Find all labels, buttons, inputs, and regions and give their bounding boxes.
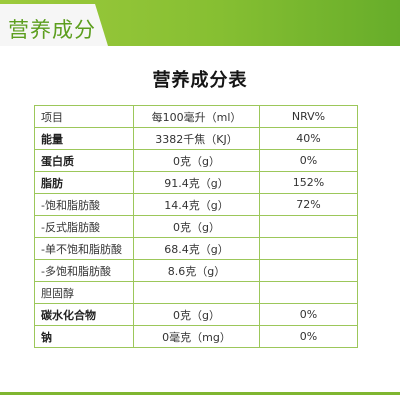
- table-row: -饱和脂肪酸 14.4克（g） 72%: [34, 193, 358, 216]
- row-name: 能量: [34, 127, 134, 150]
- table-header-row: 项目 每100毫升（ml） NRV%: [34, 105, 358, 128]
- row-nrv: 152%: [259, 171, 358, 194]
- row-name: 钠: [34, 325, 134, 348]
- column-header-nrv: NRV%: [259, 105, 358, 128]
- row-nrv: 0%: [259, 149, 358, 172]
- row-per-100ml: 0克（g）: [133, 149, 260, 172]
- row-nrv: 0%: [259, 325, 358, 348]
- row-per-100ml: [133, 281, 260, 304]
- column-header-per-100ml: 每100毫升（ml）: [133, 105, 260, 128]
- table-title: 营养成分表: [152, 70, 248, 91]
- header-tab: 营养成分: [0, 4, 108, 46]
- row-per-100ml: 0克（g）: [133, 215, 260, 238]
- row-nrv: [259, 237, 358, 260]
- row-name: -反式脂肪酸: [34, 215, 134, 238]
- row-per-100ml: 0毫克（mg）: [133, 325, 260, 348]
- footer-divider: [0, 392, 400, 395]
- row-name: 脂肪: [34, 171, 134, 194]
- table-row: 胆固醇: [34, 281, 358, 304]
- row-name: -多饱和脂肪酸: [34, 259, 134, 282]
- table-row: 能量 3382千焦（KJ） 40%: [34, 127, 358, 150]
- row-name: 碳水化合物: [34, 303, 134, 326]
- row-per-100ml: 3382千焦（KJ）: [133, 127, 260, 150]
- row-nrv: [259, 215, 358, 238]
- row-name: -单不饱和脂肪酸: [34, 237, 134, 260]
- table-row: -多饱和脂肪酸 8.6克（g）: [34, 259, 358, 282]
- row-per-100ml: 14.4克（g）: [133, 193, 260, 216]
- header-label: 营养成分: [8, 18, 96, 42]
- table-row: -反式脂肪酸 0克（g）: [34, 215, 358, 238]
- nutrition-table: 项目 每100毫升（ml） NRV% 能量 3382千焦（KJ） 40% 蛋白质…: [34, 105, 358, 348]
- row-nrv: 40%: [259, 127, 358, 150]
- column-header-item: 项目: [34, 105, 134, 128]
- table-row: 脂肪 91.4克（g） 152%: [34, 171, 358, 194]
- row-name: 蛋白质: [34, 149, 134, 172]
- row-nrv: [259, 281, 358, 304]
- row-name: 胆固醇: [34, 281, 134, 304]
- row-nrv: 0%: [259, 303, 358, 326]
- table-row: 蛋白质 0克（g） 0%: [34, 149, 358, 172]
- row-nrv: 72%: [259, 193, 358, 216]
- row-name: -饱和脂肪酸: [34, 193, 134, 216]
- row-per-100ml: 0克（g）: [133, 303, 260, 326]
- table-row: -单不饱和脂肪酸 68.4克（g）: [34, 237, 358, 260]
- table-row: 碳水化合物 0克（g） 0%: [34, 303, 358, 326]
- row-per-100ml: 8.6克（g）: [133, 259, 260, 282]
- row-nrv: [259, 259, 358, 282]
- row-per-100ml: 68.4克（g）: [133, 237, 260, 260]
- table-row: 钠 0毫克（mg） 0%: [34, 325, 358, 348]
- row-per-100ml: 91.4克（g）: [133, 171, 260, 194]
